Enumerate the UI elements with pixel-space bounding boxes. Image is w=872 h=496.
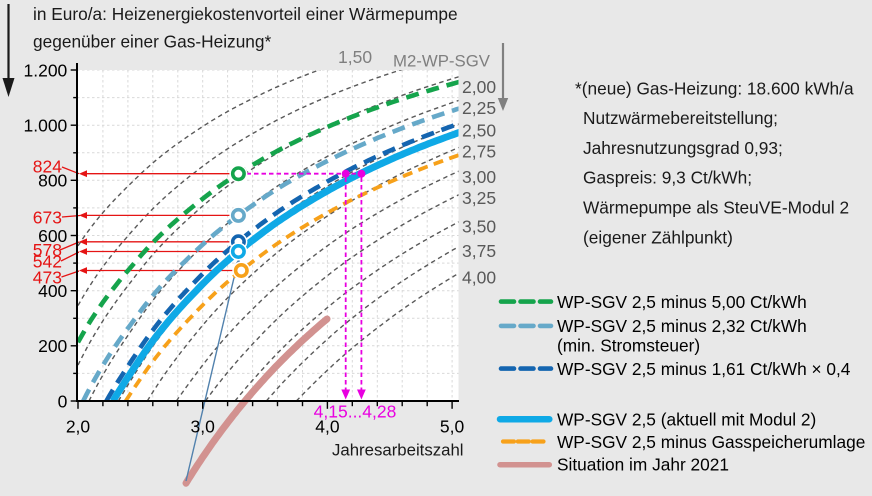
svg-text:Situation im Jahr 2021: Situation im Jahr 2021 [557, 455, 729, 475]
svg-text:600: 600 [38, 226, 67, 246]
svg-text:in Euro/a: Heizenergiekostenvo: in Euro/a: Heizenergiekostenvorteil eine… [33, 4, 458, 24]
svg-text:3,75: 3,75 [462, 241, 496, 261]
svg-text:Nutzwärmebereitstellung;: Nutzwärmebereitstellung; [583, 108, 778, 128]
svg-text:3,0: 3,0 [191, 417, 216, 437]
svg-text:2,25: 2,25 [462, 98, 496, 118]
svg-text:800: 800 [38, 171, 67, 191]
svg-text:542: 542 [33, 251, 62, 271]
svg-text:Jahresarbeitszahl: Jahresarbeitszahl [332, 441, 464, 460]
svg-text:578: 578 [33, 240, 62, 260]
svg-text:1.200: 1.200 [24, 60, 68, 80]
svg-text:M2-WP-SGV: M2-WP-SGV [393, 52, 491, 71]
svg-text:1,50: 1,50 [338, 47, 372, 67]
svg-text:WP-SGV 2,5 minus 2,32 Ct/kWh: WP-SGV 2,5 minus 2,32 Ct/kWh [557, 316, 807, 336]
svg-text:(min. Stromsteuer): (min. Stromsteuer) [557, 336, 700, 356]
svg-text:Gaspreis: 9,3 Ct/kWh;: Gaspreis: 9,3 Ct/kWh; [583, 168, 752, 188]
svg-text:5,0: 5,0 [440, 417, 465, 437]
svg-text:WP-SGV 2,5 minus 5,00 Ct/kWh: WP-SGV 2,5 minus 5,00 Ct/kWh [557, 292, 807, 312]
svg-text:Jahresnutzungsgrad 0,93;: Jahresnutzungsgrad 0,93; [583, 138, 783, 158]
svg-text:*(neue) Gas-Heizung: 18.600 kW: *(neue) Gas-Heizung: 18.600 kWh/a [575, 78, 854, 98]
svg-text:3,25: 3,25 [462, 188, 496, 208]
svg-text:4,15...4,28: 4,15...4,28 [314, 402, 397, 422]
svg-text:200: 200 [38, 336, 67, 356]
svg-text:2,00: 2,00 [462, 77, 496, 97]
svg-text:4,0: 4,0 [315, 417, 340, 437]
svg-text:WP-SGV 2,5 (aktuell mit Modul: WP-SGV 2,5 (aktuell mit Modul 2) [557, 410, 816, 430]
svg-text:(eigener Zählpunkt): (eigener Zählpunkt) [583, 227, 733, 247]
svg-text:WP-SGV 2,5 minus Gasspeicherum: WP-SGV 2,5 minus Gasspeicherumlage [557, 432, 865, 452]
svg-text:4,00: 4,00 [462, 268, 496, 288]
svg-text:473: 473 [33, 267, 62, 287]
svg-text:0: 0 [58, 391, 68, 411]
svg-text:2,50: 2,50 [462, 120, 496, 140]
svg-text:3,00: 3,00 [462, 167, 496, 187]
svg-text:gegenüber einer Gas-Heizung*: gegenüber einer Gas-Heizung* [33, 32, 272, 52]
svg-text:3,50: 3,50 [462, 217, 496, 237]
svg-text:2,0: 2,0 [66, 417, 91, 437]
svg-text:WP-SGV 2,5 minus 1,61 Ct/kWh ×: WP-SGV 2,5 minus 1,61 Ct/kWh × 0,4 [557, 359, 851, 379]
svg-text:1.000: 1.000 [24, 115, 68, 135]
svg-text:2,75: 2,75 [462, 142, 496, 162]
svg-text:673: 673 [33, 207, 62, 227]
svg-text:824: 824 [33, 156, 62, 176]
svg-text:Wärmepumpe als SteuVE-Modul 2: Wärmepumpe als SteuVE-Modul 2 [583, 198, 849, 218]
svg-text:400: 400 [38, 281, 67, 301]
